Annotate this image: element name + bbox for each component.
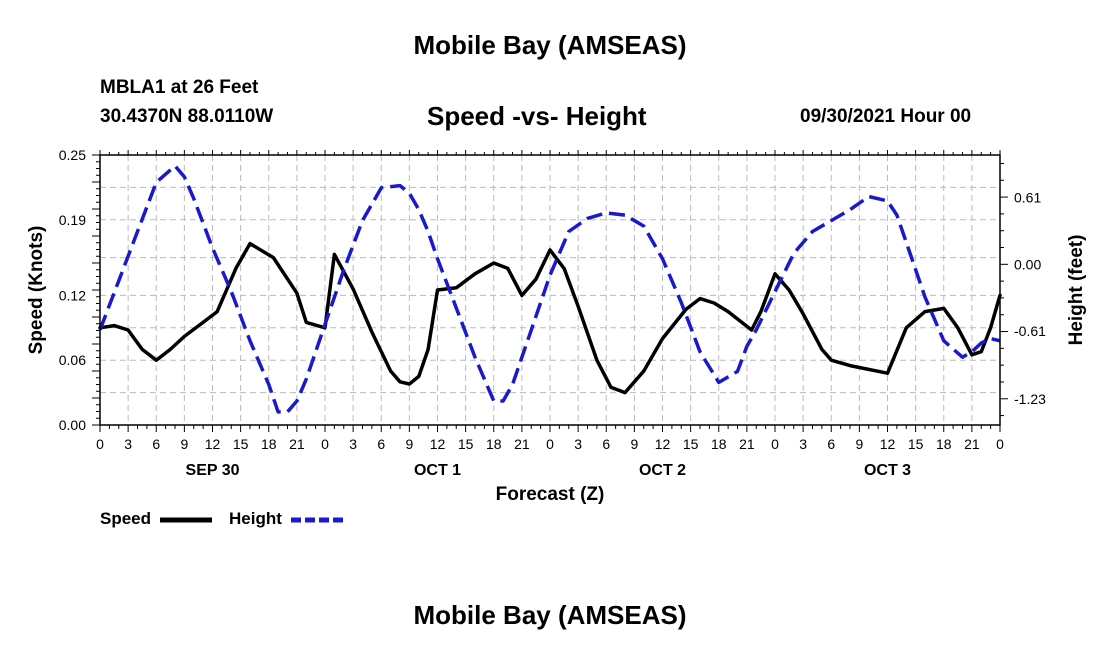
plot-title: Speed -vs- Height (427, 101, 647, 131)
x-tick-label: 6 (377, 436, 385, 452)
x-tick-label: 0 (771, 436, 779, 452)
y-left-axis-title: Speed (Knots) (26, 226, 47, 355)
x-tick-label: 21 (739, 436, 755, 452)
y-right-tick-label: 0.61 (1014, 190, 1041, 206)
x-tick-label: 3 (349, 436, 357, 452)
axes (92, 150, 1008, 432)
y-right-tick-label: -1.23 (1014, 391, 1046, 407)
x-tick-label: 18 (486, 436, 502, 452)
x-tick-label: 3 (799, 436, 807, 452)
y-right-axis-title: Height (feet) (1066, 235, 1087, 346)
x-tick-label: 15 (233, 436, 249, 452)
y-left-tick-label: 0.19 (59, 212, 86, 228)
y-right-tick-label: -0.61 (1014, 323, 1046, 339)
x-tick-label: 9 (630, 436, 638, 452)
speed-series-line (98, 241, 1002, 395)
x-tick-label: 6 (602, 436, 610, 452)
x-tick-label: 6 (152, 436, 160, 452)
height-series-line (98, 164, 1001, 414)
y-left-tick-label: 0.25 (59, 147, 86, 163)
x-tick-label: 3 (574, 436, 582, 452)
x-tick-label: 3 (124, 436, 132, 452)
x-tick-label: 12 (430, 436, 446, 452)
x-tick-label: 15 (683, 436, 699, 452)
footer-title: Mobile Bay (AMSEAS) (413, 600, 687, 630)
day-label: OCT 2 (639, 462, 686, 479)
x-tick-label: 6 (827, 436, 835, 452)
grid-lines (100, 155, 1000, 425)
x-tick-label: 12 (205, 436, 221, 452)
legend-height-label: Height (229, 509, 282, 528)
x-tick-label: 9 (180, 436, 188, 452)
page-title: Mobile Bay (AMSEAS) (413, 30, 687, 60)
x-tick-label: 18 (936, 436, 952, 452)
y-left-tick-label: 0.00 (59, 417, 86, 433)
x-tick-label: 21 (964, 436, 980, 452)
x-tick-label: 18 (261, 436, 277, 452)
y-right-tick-label: 0.00 (1014, 256, 1041, 272)
series-layer (98, 164, 1002, 414)
station-label: MBLA1 at 26 Feet (100, 77, 259, 98)
x-tick-label: 15 (458, 436, 474, 452)
x-tick-label: 9 (405, 436, 413, 452)
day-label: SEP 30 (186, 462, 240, 479)
x-tick-label: 0 (321, 436, 329, 452)
x-tick-label: 0 (996, 436, 1004, 452)
axis-labels: 0 3 6 9 12 15 18 21 0 3 6 9 12 15 18 21 0 3 6 9 12 15 18 21 0 3 6 9… (26, 147, 1087, 505)
station-coordinates: 30.4370N 88.0110W (100, 106, 274, 127)
x-tick-label: 21 (514, 436, 530, 452)
legend-swatches (160, 517, 343, 523)
legend-speed-label: Speed (100, 509, 152, 528)
x-tick-label: 0 (546, 436, 554, 452)
day-label: OCT 1 (414, 462, 461, 479)
x-axis-title: Forecast (Z) (496, 484, 605, 505)
y-left-tick-label: 0.12 (59, 287, 86, 303)
x-tick-label: 12 (880, 436, 896, 452)
x-tick-label: 9 (855, 436, 863, 452)
y-left-tick-label: 0.06 (59, 352, 86, 368)
forecast-datestamp: 09/30/2021 Hour 00 (800, 106, 972, 127)
x-tick-label: 18 (711, 436, 727, 452)
x-tick-label: 15 (908, 436, 924, 452)
x-tick-label: 21 (289, 436, 305, 452)
x-tick-label: 12 (655, 436, 671, 452)
day-label: OCT 3 (864, 462, 911, 479)
x-tick-label: 0 (96, 436, 104, 452)
